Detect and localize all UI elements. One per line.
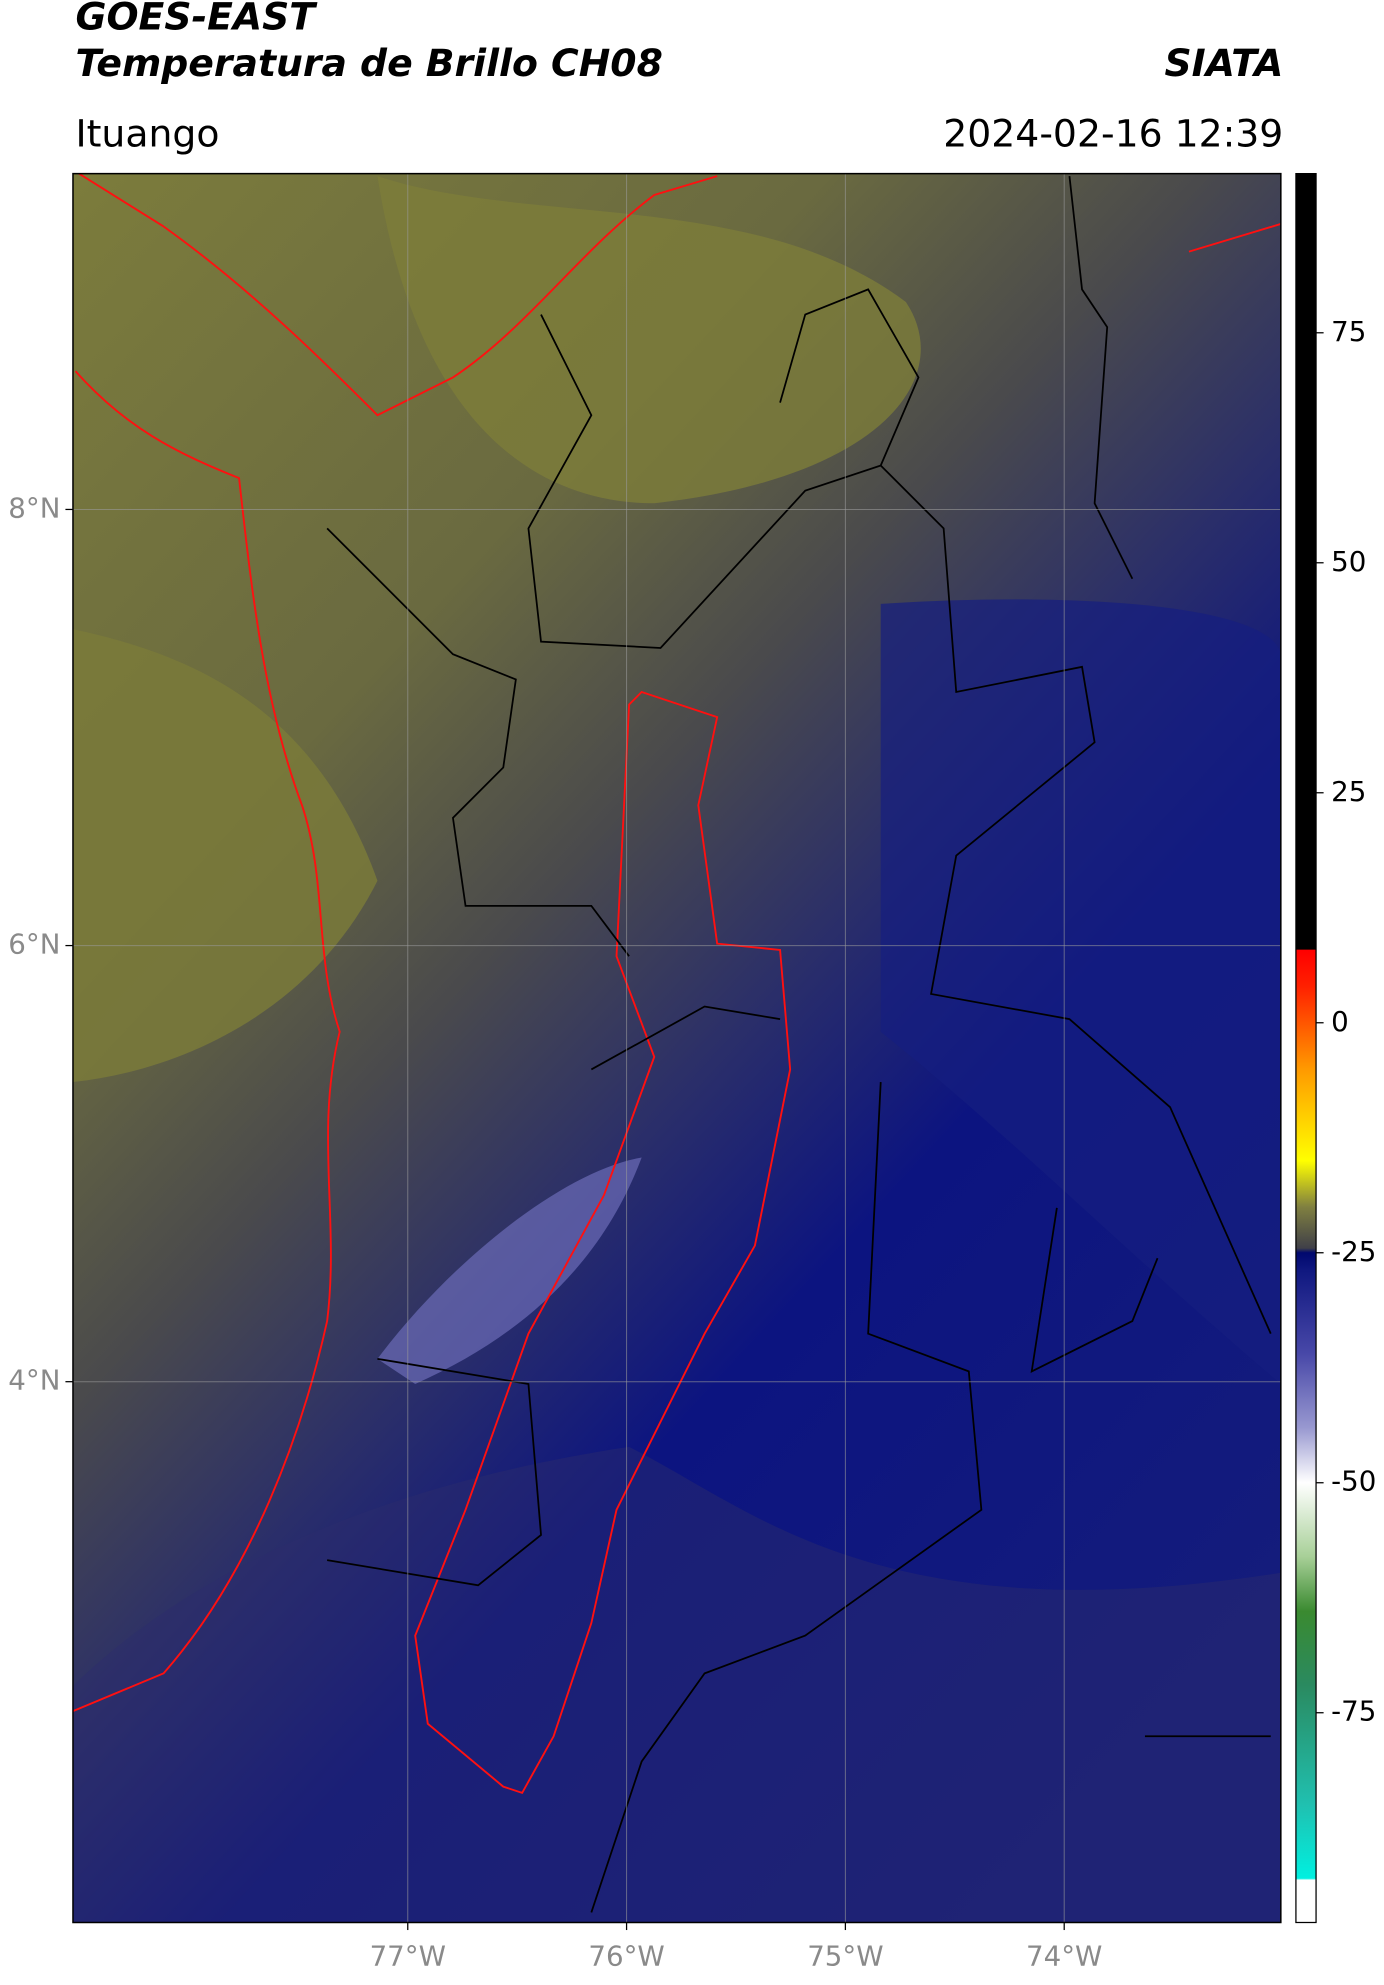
- lon-tick-label: 76°W: [588, 1940, 664, 1973]
- map-area: [72, 173, 1281, 1923]
- colorbar-tick-label: 0: [1331, 1005, 1349, 1038]
- colorbar-tick-label: -25: [1331, 1235, 1376, 1268]
- cloud-field: [377, 176, 921, 504]
- lat-tick-label: 4°N: [8, 1364, 60, 1397]
- cloud-field: [880, 599, 1281, 1384]
- cold-cloud: [377, 1157, 642, 1384]
- title: GOES-EAST: [75, 0, 318, 38]
- map-frame: [72, 172, 1282, 1924]
- datetime: 2024-02-16 12:39: [943, 111, 1283, 155]
- admin-boundary: [326, 176, 1272, 1913]
- location: Ituango: [75, 111, 219, 155]
- cloud-field: [72, 629, 378, 1083]
- lon-tick-label: 74°W: [1026, 1940, 1102, 1973]
- lat-tick-label: 6°N: [8, 928, 60, 961]
- cloud-field: [72, 1446, 1281, 1923]
- colorbar: [1295, 172, 1317, 1924]
- lon-tick-label: 77°W: [370, 1940, 446, 1973]
- subtitle: Temperatura de Brillo CH08: [75, 41, 662, 85]
- lon-tick-label: 75°W: [807, 1940, 883, 1973]
- colorbar-tick-label: 75: [1331, 315, 1366, 348]
- coastline: [1188, 223, 1281, 253]
- lat-tick-label: 8°N: [8, 491, 60, 524]
- coastline: [72, 370, 341, 1712]
- colorbar-tick-label: 25: [1331, 775, 1366, 808]
- brand: SIATA: [1165, 41, 1284, 85]
- colorbar-tick-label: -50: [1331, 1465, 1376, 1498]
- region-boundary: [414, 690, 792, 1795]
- colorbar-tick-label: -75: [1331, 1695, 1376, 1728]
- colorbar-tick-label: 50: [1331, 545, 1366, 578]
- coastline: [77, 173, 718, 417]
